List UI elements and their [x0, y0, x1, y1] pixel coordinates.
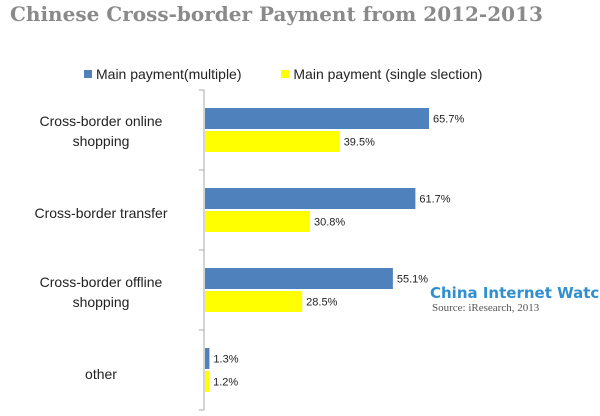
bar-single-0	[205, 131, 340, 152]
bar-single-2	[205, 291, 303, 312]
data-label-multiple-3: 1.3%	[213, 354, 238, 366]
category-label-other: other	[85, 366, 117, 382]
legend-item-single: Main payment (single slection)	[281, 66, 482, 82]
bar-single-1	[205, 211, 311, 232]
bar-multiple-3	[205, 348, 210, 369]
legend-swatch-single	[281, 70, 290, 78]
data-label-multiple-0: 65.7%	[433, 114, 464, 126]
bar-multiple-1	[205, 188, 416, 209]
legend-item-multiple: Main payment(multiple)	[84, 66, 242, 82]
data-label-single-3: 1.2%	[213, 377, 238, 389]
category-label-offline-shopping: Cross-border offline shopping	[39, 274, 163, 310]
data-label-multiple-2: 55.1%	[397, 274, 428, 286]
bar-multiple-0	[205, 108, 430, 129]
category-label-transfer: Cross-border transfer	[34, 205, 168, 221]
bar-multiple-2	[205, 268, 393, 289]
legend-label-multiple: Main payment(multiple)	[96, 66, 242, 82]
data-label-multiple-1: 61.7%	[419, 194, 450, 206]
legend-label-single: Main payment (single slection)	[293, 66, 483, 82]
category-label-online-shopping: Cross-border online shopping	[39, 113, 163, 149]
chart-title: Chinese Cross-border Payment from 2012-2…	[10, 2, 543, 26]
bar-single-3	[205, 371, 210, 392]
legend: Main payment(multiple) Main payment (sin…	[84, 66, 518, 82]
watermark: China Internet Watch	[430, 284, 600, 302]
source-note: Source: iResearch, 2013	[432, 302, 540, 314]
legend-swatch-multiple	[84, 70, 92, 78]
data-label-single-2: 28.5%	[306, 297, 337, 309]
data-label-single-1: 30.8%	[314, 217, 345, 229]
data-label-single-0: 39.5%	[344, 137, 375, 149]
